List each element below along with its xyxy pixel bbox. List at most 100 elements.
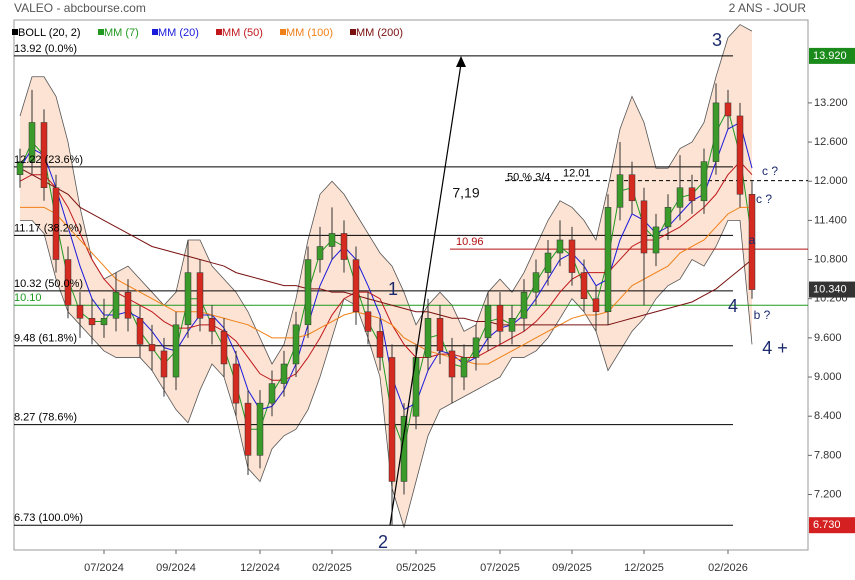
candle-body [28, 122, 36, 162]
candle-body [544, 252, 552, 273]
y-tick-label: 12.000 [814, 175, 848, 187]
y-tick-label: 12.600 [814, 136, 848, 148]
candle-body [436, 318, 444, 352]
y-tick-label: 11.400 [814, 214, 847, 226]
annotation: 4 [728, 296, 738, 316]
legend-label: MM (20) [158, 27, 199, 39]
level-label: 13.92 (0.0%) [14, 43, 77, 55]
candle-body [616, 174, 624, 208]
wave-arrow [389, 63, 462, 526]
candle-body [40, 122, 48, 188]
plot-area [14, 24, 808, 529]
candle-body [712, 102, 720, 162]
candle-body [256, 402, 264, 456]
candle-body [100, 318, 108, 326]
annotation: b ? [754, 308, 771, 322]
level-label: 12.01 [563, 167, 591, 179]
y-tick-label: 7.800 [814, 449, 842, 461]
candle-body [196, 272, 204, 319]
level-label: 6.73 (100.0%) [14, 512, 83, 524]
x-tick-label: 02/2025 [312, 562, 352, 574]
legend-swatch [12, 29, 18, 35]
candle-body [16, 161, 24, 175]
annotation: 2 [378, 532, 388, 552]
candle-body [88, 318, 96, 326]
x-tick-label: 12/2024 [240, 562, 280, 574]
candle-body [568, 239, 576, 273]
candle-body [160, 350, 168, 378]
candle-body [508, 318, 516, 332]
candle-body [280, 363, 288, 384]
legend-swatch [152, 29, 158, 35]
candle-body [364, 311, 372, 332]
annotation: 7,19 [452, 185, 479, 201]
level-label: 11.17 (38.2%) [14, 222, 82, 234]
x-tick-label: 09/2024 [156, 562, 196, 574]
candle-body [232, 363, 240, 404]
candle-body [520, 291, 528, 319]
candle-body [604, 207, 612, 313]
level-label: 9.48 (61.8%) [14, 333, 77, 345]
candle-body [76, 304, 84, 319]
candle-body [676, 187, 684, 208]
candle-body [124, 291, 132, 319]
annotation: c ? [762, 164, 778, 178]
legend-label: MM (50) [222, 27, 263, 39]
candle-body [376, 331, 384, 358]
x-tick-label: 09/2025 [552, 562, 592, 574]
annotation: 4 + [762, 338, 788, 358]
legend-label: MM (7) [104, 27, 139, 39]
candle-body [496, 304, 504, 332]
price-tag [809, 281, 855, 298]
moving-average [19, 167, 753, 326]
candle-body [208, 318, 216, 332]
chart-subtitle: 2 ANS - JOUR [729, 1, 807, 15]
candle-body [700, 161, 708, 202]
plot-frame [13, 19, 809, 551]
x-tick-label: 05/2025 [396, 562, 436, 574]
candle-body [556, 239, 564, 254]
candle-body [52, 187, 60, 260]
level-label: 8.27 (78.6%) [14, 412, 77, 424]
legend-label: BOLL (20, 2) [18, 27, 81, 39]
candle-body [268, 383, 276, 404]
candle-body [580, 272, 588, 299]
candle-body [460, 357, 468, 378]
candle-body [148, 344, 156, 352]
level-label: 10.32 (50.0%) [14, 278, 83, 290]
candle-body [472, 337, 480, 358]
y-tick-label: 13.200 [814, 97, 848, 109]
candle-body [484, 304, 492, 339]
y-tick-label: 8.400 [814, 410, 842, 422]
legend-swatch [216, 29, 222, 35]
annotation: a [749, 233, 756, 247]
candle-body [292, 324, 300, 365]
candle-body [316, 246, 324, 260]
candle-body [172, 324, 180, 378]
price-tag-label: 13.920 [813, 50, 847, 62]
candle-body [136, 318, 144, 345]
candle-body [244, 402, 252, 456]
candle-body [748, 194, 756, 290]
legend-swatch [350, 29, 356, 35]
candle-body [664, 207, 672, 228]
y-tick-label: 10.800 [814, 253, 848, 265]
candle-body [532, 272, 540, 293]
level-label: 10.10 [14, 292, 42, 304]
candle-body [592, 298, 600, 313]
candle-body [688, 187, 696, 202]
x-tick-label: 07/2025 [480, 562, 520, 574]
legend-swatch [98, 29, 104, 35]
candle-body [340, 233, 348, 260]
level-name: 50 % 3/4 [507, 171, 550, 183]
candle-body [64, 259, 72, 306]
annotation: 1 [388, 279, 398, 299]
candle-body [328, 233, 336, 247]
candle-body [424, 318, 432, 358]
bollinger-lower [20, 219, 753, 529]
price-tag-label: 10.340 [813, 283, 847, 295]
y-tick-label: 9.600 [814, 332, 842, 344]
chart-title: VALEO - abcbourse.com [14, 1, 146, 15]
moving-average [20, 206, 752, 365]
